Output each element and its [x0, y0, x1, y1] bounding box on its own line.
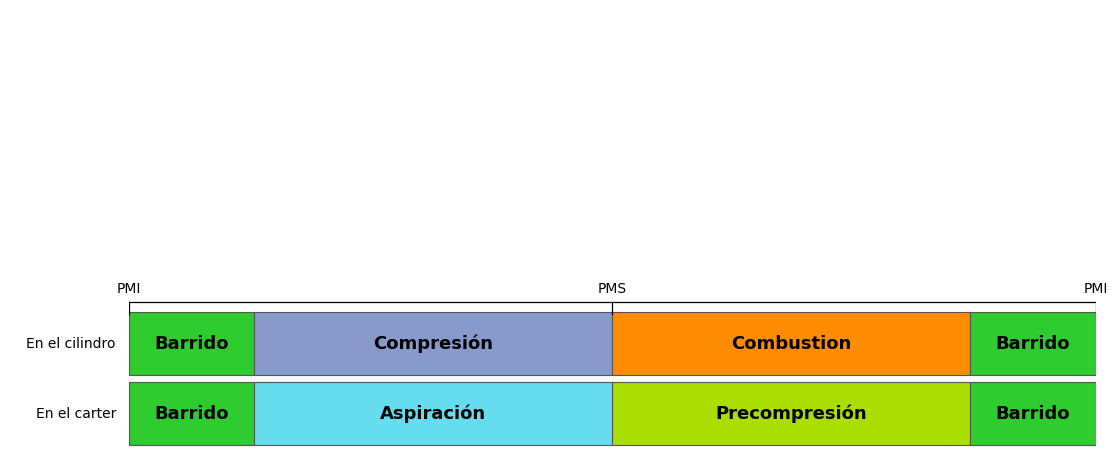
Text: En el cilindro: En el cilindro	[27, 337, 116, 351]
Text: Barrido: Barrido	[995, 405, 1070, 423]
Text: Barrido: Barrido	[995, 335, 1070, 352]
Text: PMI: PMI	[116, 282, 141, 296]
Text: PMI: PMI	[1083, 282, 1108, 296]
Text: Barrido: Barrido	[154, 405, 229, 423]
Bar	[129, 312, 254, 375]
Bar	[613, 312, 970, 375]
Text: Compresión: Compresión	[373, 334, 493, 353]
Text: Aspiración: Aspiración	[380, 404, 486, 423]
Bar	[970, 312, 1096, 375]
Text: Precompresión: Precompresión	[716, 404, 866, 423]
Text: En el carter: En el carter	[36, 406, 116, 420]
Bar	[254, 312, 613, 375]
Bar	[613, 382, 970, 445]
Bar	[970, 382, 1096, 445]
Bar	[254, 382, 613, 445]
Text: Barrido: Barrido	[154, 335, 229, 352]
Bar	[129, 382, 254, 445]
Text: PMS: PMS	[597, 282, 627, 296]
Text: Combustion: Combustion	[731, 335, 851, 352]
